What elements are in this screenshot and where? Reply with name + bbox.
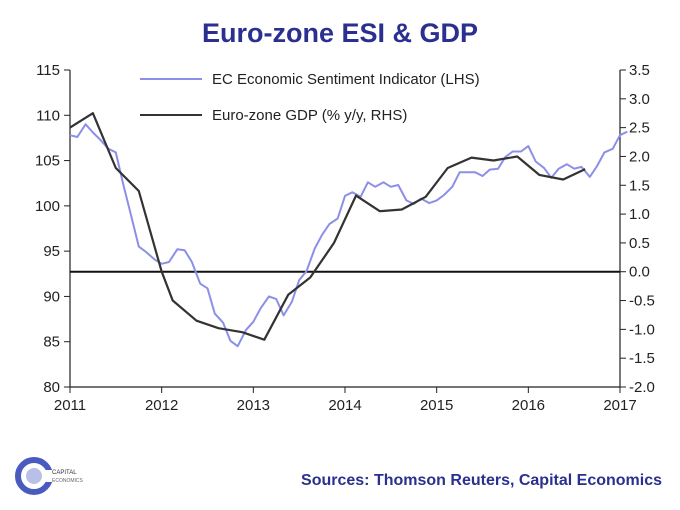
y-right-tick-label: -1.0: [629, 321, 655, 338]
x-tick-label: 2016: [512, 397, 545, 414]
x-tick-label: 2014: [328, 397, 361, 414]
x-tick-label: 2012: [145, 397, 178, 414]
series-line-esi: [69, 123, 628, 348]
y-right-tick-label: 1.0: [629, 206, 650, 223]
legend-label-gdp: Euro-zone GDP (% y/y, RHS): [212, 107, 407, 124]
x-tick-label: 2017: [603, 397, 636, 414]
logo-text-top: CAPITAL: [52, 470, 77, 476]
y-right-tick-label: 0.5: [629, 235, 650, 252]
y-right-tick-label: 3.5: [629, 62, 650, 79]
y-left-tick-label: 100: [35, 198, 60, 215]
y-left-tick-label: 105: [35, 153, 60, 170]
y-right-tick-label: 1.5: [629, 177, 650, 194]
y-left-tick-label: 115: [36, 62, 60, 79]
y-right-tick-label: 2.0: [629, 148, 650, 165]
capital-economics-logo: CAPITAL ECONOMICS: [14, 454, 84, 498]
y-right-tick-label: -0.5: [629, 293, 655, 310]
y-left-tick-label: 80: [43, 379, 60, 396]
x-tick-label: 2013: [237, 397, 270, 414]
y-left-tick-label: 95: [43, 243, 60, 260]
series-line-gdp: [69, 112, 586, 341]
x-tick-label: 2015: [420, 397, 453, 414]
y-right-tick-label: 3.0: [629, 91, 650, 108]
y-right-tick-label: -1.5: [629, 350, 655, 367]
y-left-tick-label: 90: [43, 288, 60, 305]
y-left-tick-label: 110: [36, 107, 60, 124]
logo-text-bottom: ECONOMICS: [52, 478, 84, 484]
y-right-tick-label: 0.0: [629, 264, 650, 281]
y-right-tick-label: 2.5: [629, 120, 650, 137]
y-right-tick-label: -2.0: [629, 379, 655, 396]
x-tick-label: 2011: [54, 397, 86, 414]
page-title: Euro-zone ESI & GDP: [201, 18, 479, 48]
legend-label-esi: EC Economic Sentiment Indicator (LHS): [212, 71, 480, 88]
y-left-tick-label: 85: [43, 334, 60, 351]
source-note: Sources: Thomson Reuters, Capital Econom…: [301, 472, 662, 489]
